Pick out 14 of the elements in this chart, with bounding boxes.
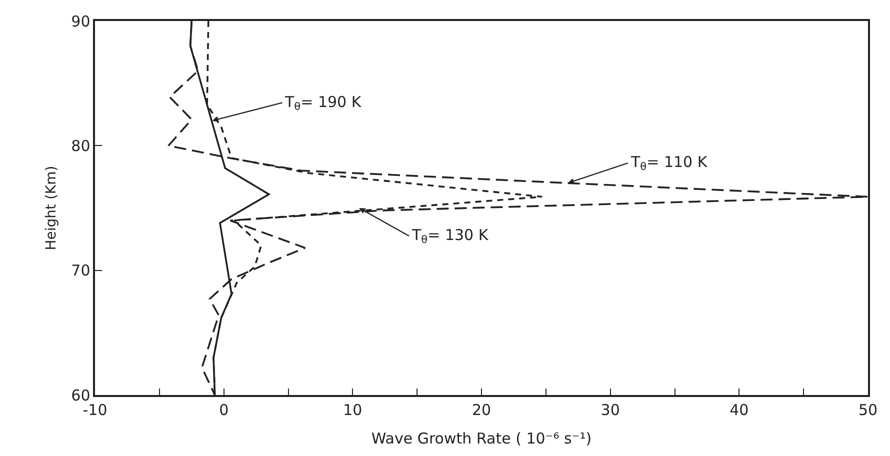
annotation: T$_{θ}$= 190 K <box>284 93 362 114</box>
x-tick-label: 10 <box>343 400 362 419</box>
x-axis-title: Wave Growth Rate ( 10⁻⁶ s⁻¹) <box>371 429 592 448</box>
x-tick-label: 40 <box>730 400 749 419</box>
y-tick-label: 70 <box>71 262 90 280</box>
annotation: T$_{θ}$= 110 K <box>630 153 708 174</box>
x-tick-label: 0 <box>219 400 229 419</box>
x-tick-label: 30 <box>600 400 620 419</box>
annotation: T$_{θ}$= 130 K <box>411 226 490 246</box>
x-tick-label: 50 <box>858 400 878 419</box>
y-axis-title: Height (Km) <box>43 166 60 250</box>
y-tick-label: 80 <box>71 136 90 155</box>
y-tick-label: 90 <box>71 12 90 30</box>
x-tick-label: 20 <box>472 400 492 419</box>
